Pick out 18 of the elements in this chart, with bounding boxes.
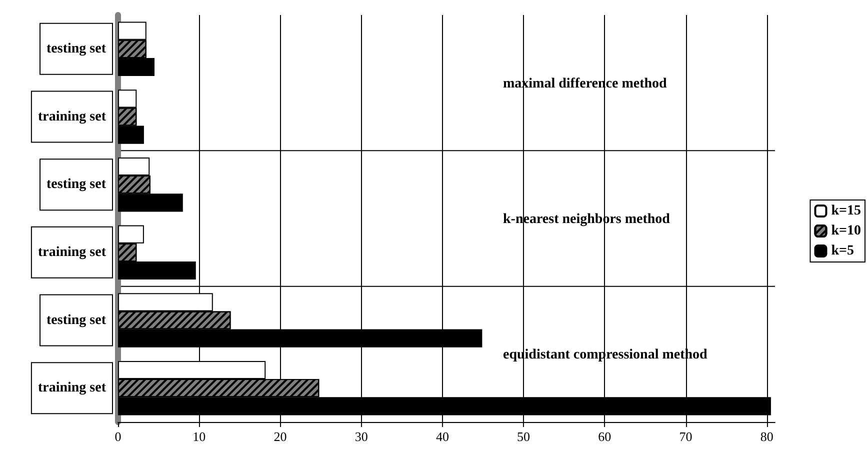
x-tick-label: 50 — [517, 429, 530, 444]
y-tick-label: training set — [38, 380, 106, 396]
x-tick-label: 30 — [354, 429, 368, 444]
legend-label: k=5 — [831, 244, 854, 258]
x-tick-label: 80 — [760, 429, 774, 444]
y-tick-label: training set — [38, 244, 106, 260]
x-tick-label: 20 — [274, 429, 287, 444]
legend-label: k=15 — [831, 204, 861, 218]
x-tick-label: 70 — [679, 429, 692, 444]
legend-label: k=10 — [831, 224, 861, 238]
y-tick-label: testing set — [46, 177, 106, 192]
x-tick-label: 60 — [598, 429, 612, 444]
y-tick-label: testing set — [46, 312, 106, 328]
x-tick-label: 40 — [436, 429, 449, 444]
y-tick-label: training set — [38, 109, 106, 124]
y-tick-label: testing set — [46, 41, 106, 56]
x-tick-label: 10 — [192, 429, 206, 444]
x-tick-label: 0 — [114, 429, 122, 444]
